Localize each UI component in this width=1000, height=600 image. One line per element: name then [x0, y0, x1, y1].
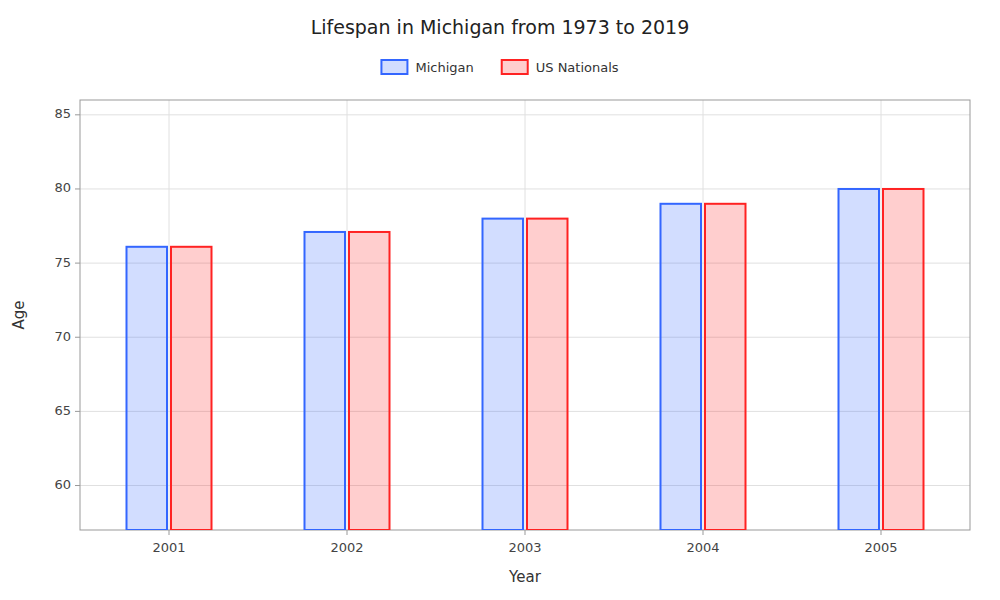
y-tick-label: 80	[54, 180, 71, 195]
x-axis: 2001 2002 2003 2004 2005	[152, 530, 897, 555]
chart: 60 65 70 75 80 85 2001 2002 2003 2004 2005 Year Age L…	[0, 0, 1000, 600]
y-tick	[75, 411, 80, 412]
bar	[483, 219, 524, 530]
legend-swatch	[381, 60, 407, 74]
x-axis-label: Year	[508, 568, 542, 586]
x-grid-line	[169, 100, 170, 530]
bar	[127, 247, 168, 530]
x-tick-label: 2005	[864, 540, 897, 555]
y-tick	[75, 263, 80, 264]
x-tick-label: 2004	[686, 540, 719, 555]
legend-swatch	[502, 60, 528, 74]
bar	[171, 247, 212, 530]
plot-frame	[80, 100, 970, 530]
title: Lifespan in Michigan from 1973 to 2019	[311, 16, 690, 38]
bar	[661, 204, 702, 530]
legend-label: US Nationals	[536, 60, 619, 75]
x-tick	[881, 530, 882, 535]
x-grid-line	[347, 100, 348, 530]
y-tick	[75, 337, 80, 338]
y-tick	[75, 485, 80, 486]
bar	[349, 232, 390, 530]
x-tick-label: 2001	[152, 540, 185, 555]
y-tick-label: 65	[54, 403, 71, 418]
legend-item: Michigan	[381, 60, 473, 75]
chart-container: 60 65 70 75 80 85 2001 2002 2003 2004 2005 Year Age L…	[0, 0, 1000, 600]
y-tick-label: 70	[54, 329, 71, 344]
legend-label: Michigan	[415, 60, 473, 75]
y-tick	[75, 188, 80, 189]
bar	[527, 219, 568, 530]
bar	[705, 204, 746, 530]
legend-item: US Nationals	[502, 60, 619, 75]
y-tick-label: 60	[54, 477, 71, 492]
y-axis-label: Age	[10, 300, 28, 329]
x-grid-line	[881, 100, 882, 530]
x-tick-label: 2003	[508, 540, 541, 555]
x-tick	[347, 530, 348, 535]
x-grid-line	[703, 100, 704, 530]
bar	[883, 189, 924, 530]
x-tick	[525, 530, 526, 535]
y-tick-label: 75	[54, 255, 71, 270]
y-tick-label: 85	[54, 106, 71, 121]
x-tick	[703, 530, 704, 535]
grid	[80, 100, 970, 530]
y-tick	[75, 114, 80, 115]
bar	[305, 232, 346, 530]
x-tick	[169, 530, 170, 535]
legend: Michigan US Nationals	[381, 60, 618, 75]
x-grid-line	[525, 100, 526, 530]
bars	[127, 189, 924, 530]
y-axis: 60 65 70 75 80 85	[54, 106, 80, 492]
bar	[839, 189, 880, 530]
x-tick-label: 2002	[330, 540, 363, 555]
